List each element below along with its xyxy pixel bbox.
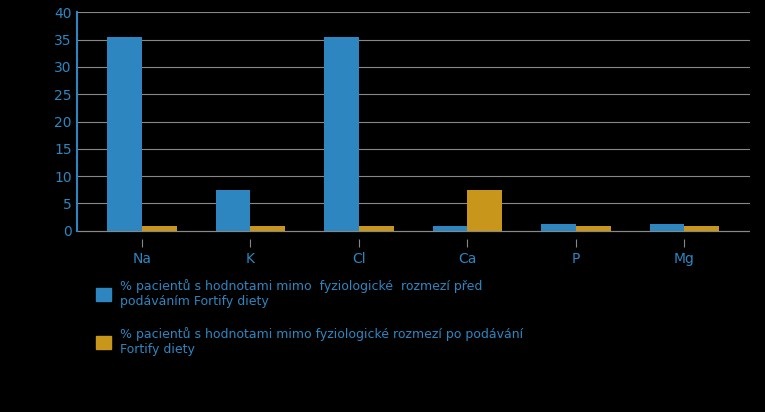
Bar (467, 190, 502, 231)
Legend: % pacientů s hodnotami mimo  fyziologické  rozmezí před
podáváním Fortify diety,: % pacientů s hodnotami mimo fyziologické… (96, 279, 523, 356)
Bar (324, 37, 359, 231)
Bar (107, 37, 142, 231)
Bar (649, 224, 685, 231)
Bar (576, 227, 610, 231)
Bar (216, 190, 250, 231)
Bar (359, 227, 393, 231)
Bar (541, 224, 576, 231)
Bar (142, 227, 177, 231)
Bar (250, 227, 285, 231)
Bar (433, 227, 467, 231)
Bar (685, 227, 719, 231)
